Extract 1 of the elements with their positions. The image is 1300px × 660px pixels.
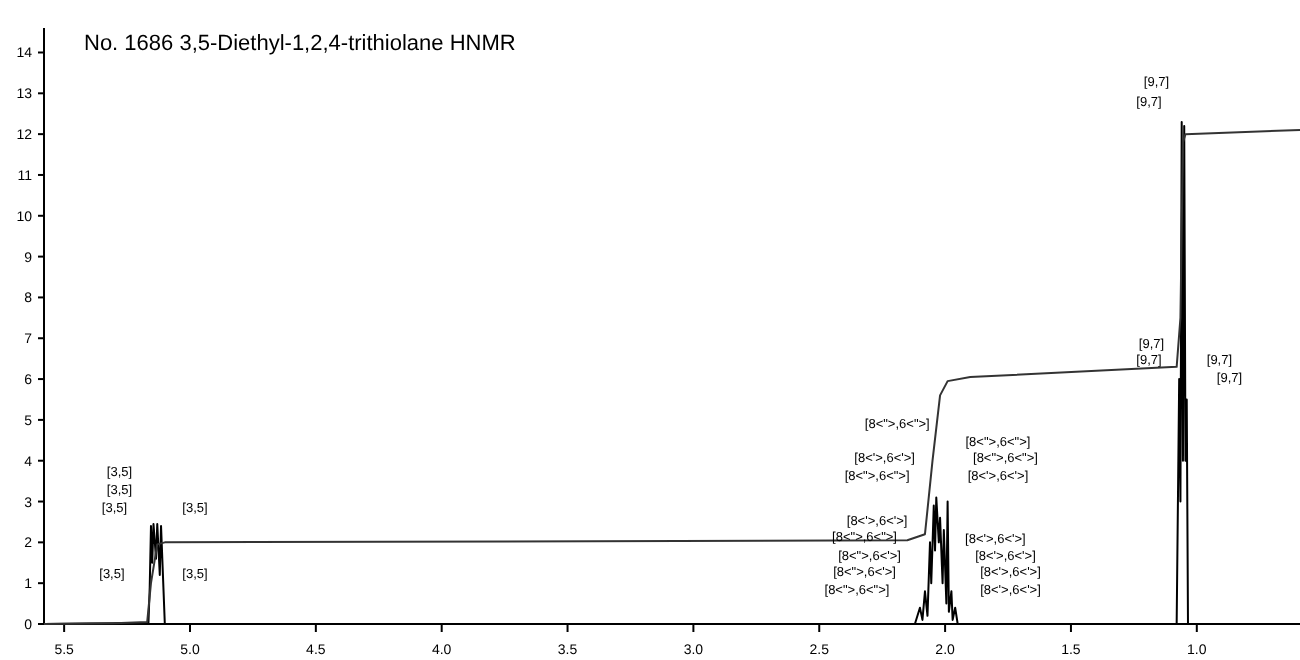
chart-title: No. 1686 3,5-Diethyl-1,2,4-trithiolane HNMR [84,32,516,56]
